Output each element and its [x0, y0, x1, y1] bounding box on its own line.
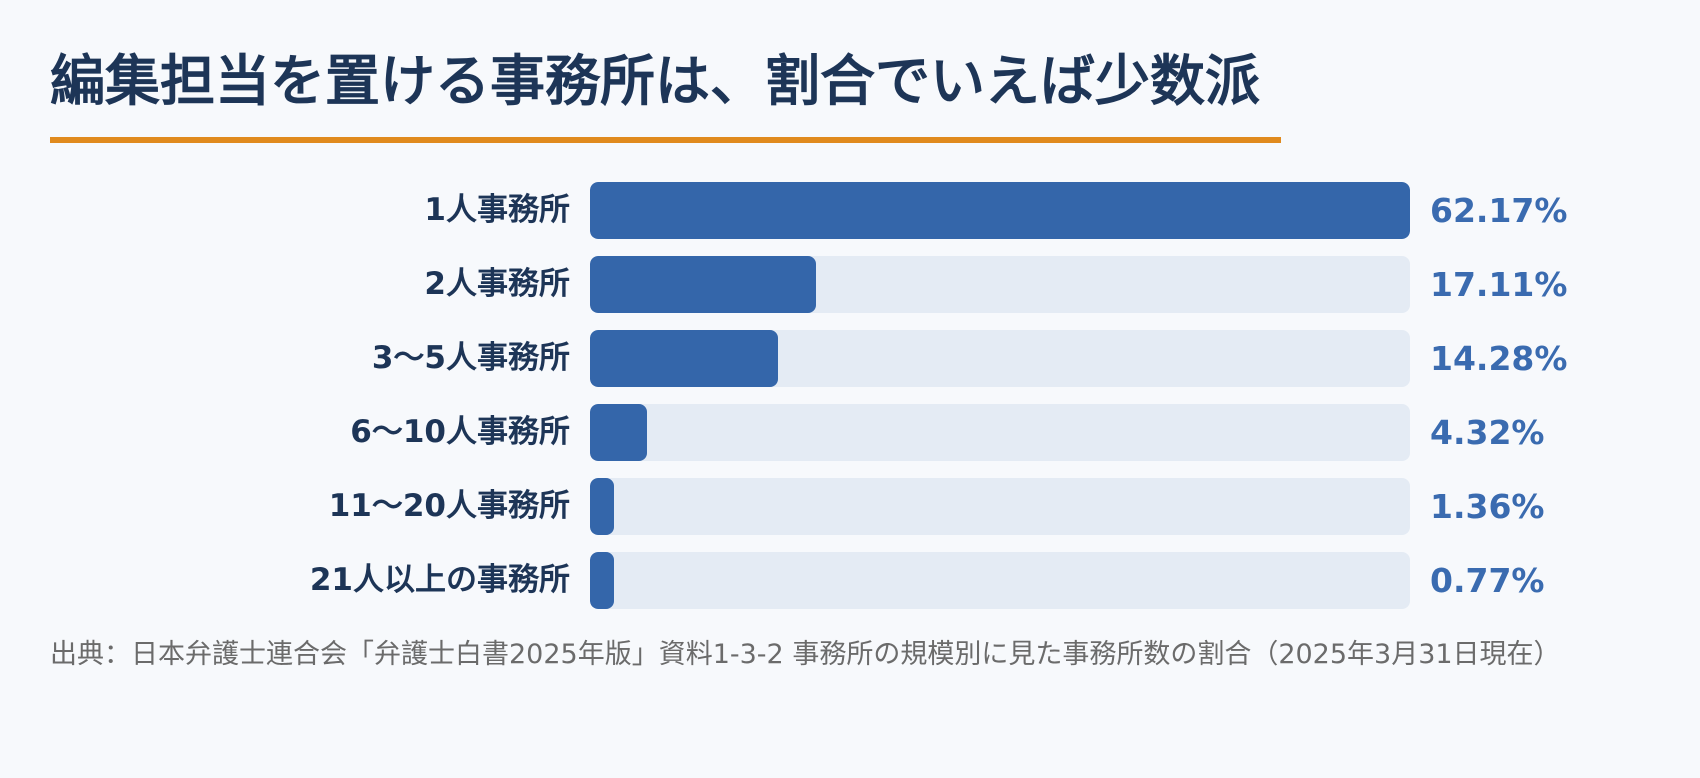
bar	[590, 478, 614, 535]
bar	[590, 256, 816, 313]
bar-chart: 1人事務所 62.17% 2人事務所 17.11% 3〜5人事務所 14.28% 6〜10人…	[0, 182, 1700, 609]
bar-track	[590, 330, 1410, 387]
title-underline	[50, 137, 1281, 143]
bar-row: 21人以上の事務所 0.77%	[0, 552, 1700, 609]
value-label: 1.36%	[1430, 487, 1545, 526]
bar-track	[590, 478, 1410, 535]
bar-track	[590, 404, 1410, 461]
bar	[590, 552, 614, 609]
category-label: 2人事務所	[424, 266, 570, 302]
category-label: 11〜20人事務所	[328, 488, 570, 524]
bar-track	[590, 552, 1410, 609]
value-label: 0.77%	[1430, 561, 1545, 600]
bar-track	[590, 256, 1410, 313]
bar-row: 1人事務所 62.17%	[0, 182, 1700, 239]
value-label: 4.32%	[1430, 413, 1545, 452]
category-label: 21人以上の事務所	[309, 562, 570, 598]
value-label: 62.17%	[1430, 191, 1568, 230]
value-label: 14.28%	[1430, 339, 1568, 378]
bar	[590, 330, 779, 387]
source-note: 出典：日本弁護士連合会「弁護士白書2025年版」資料1-3-2 事務所の規模別に…	[50, 639, 1561, 670]
bar-row: 3〜5人事務所 14.28%	[0, 330, 1700, 387]
category-label: 3〜5人事務所	[371, 340, 570, 376]
value-label: 17.11%	[1430, 265, 1568, 304]
bar-row: 11〜20人事務所 1.36%	[0, 478, 1700, 535]
category-label: 1人事務所	[424, 192, 570, 228]
bar-row: 2人事務所 17.11%	[0, 256, 1700, 313]
category-label: 6〜10人事務所	[350, 414, 570, 450]
chart-title: 編集担当を置ける事務所は、割合でいえば少数派	[50, 49, 1261, 113]
bar	[590, 404, 647, 461]
bar	[590, 182, 1410, 239]
bar-row: 6〜10人事務所 4.32%	[0, 404, 1700, 461]
bar-track	[590, 182, 1410, 239]
